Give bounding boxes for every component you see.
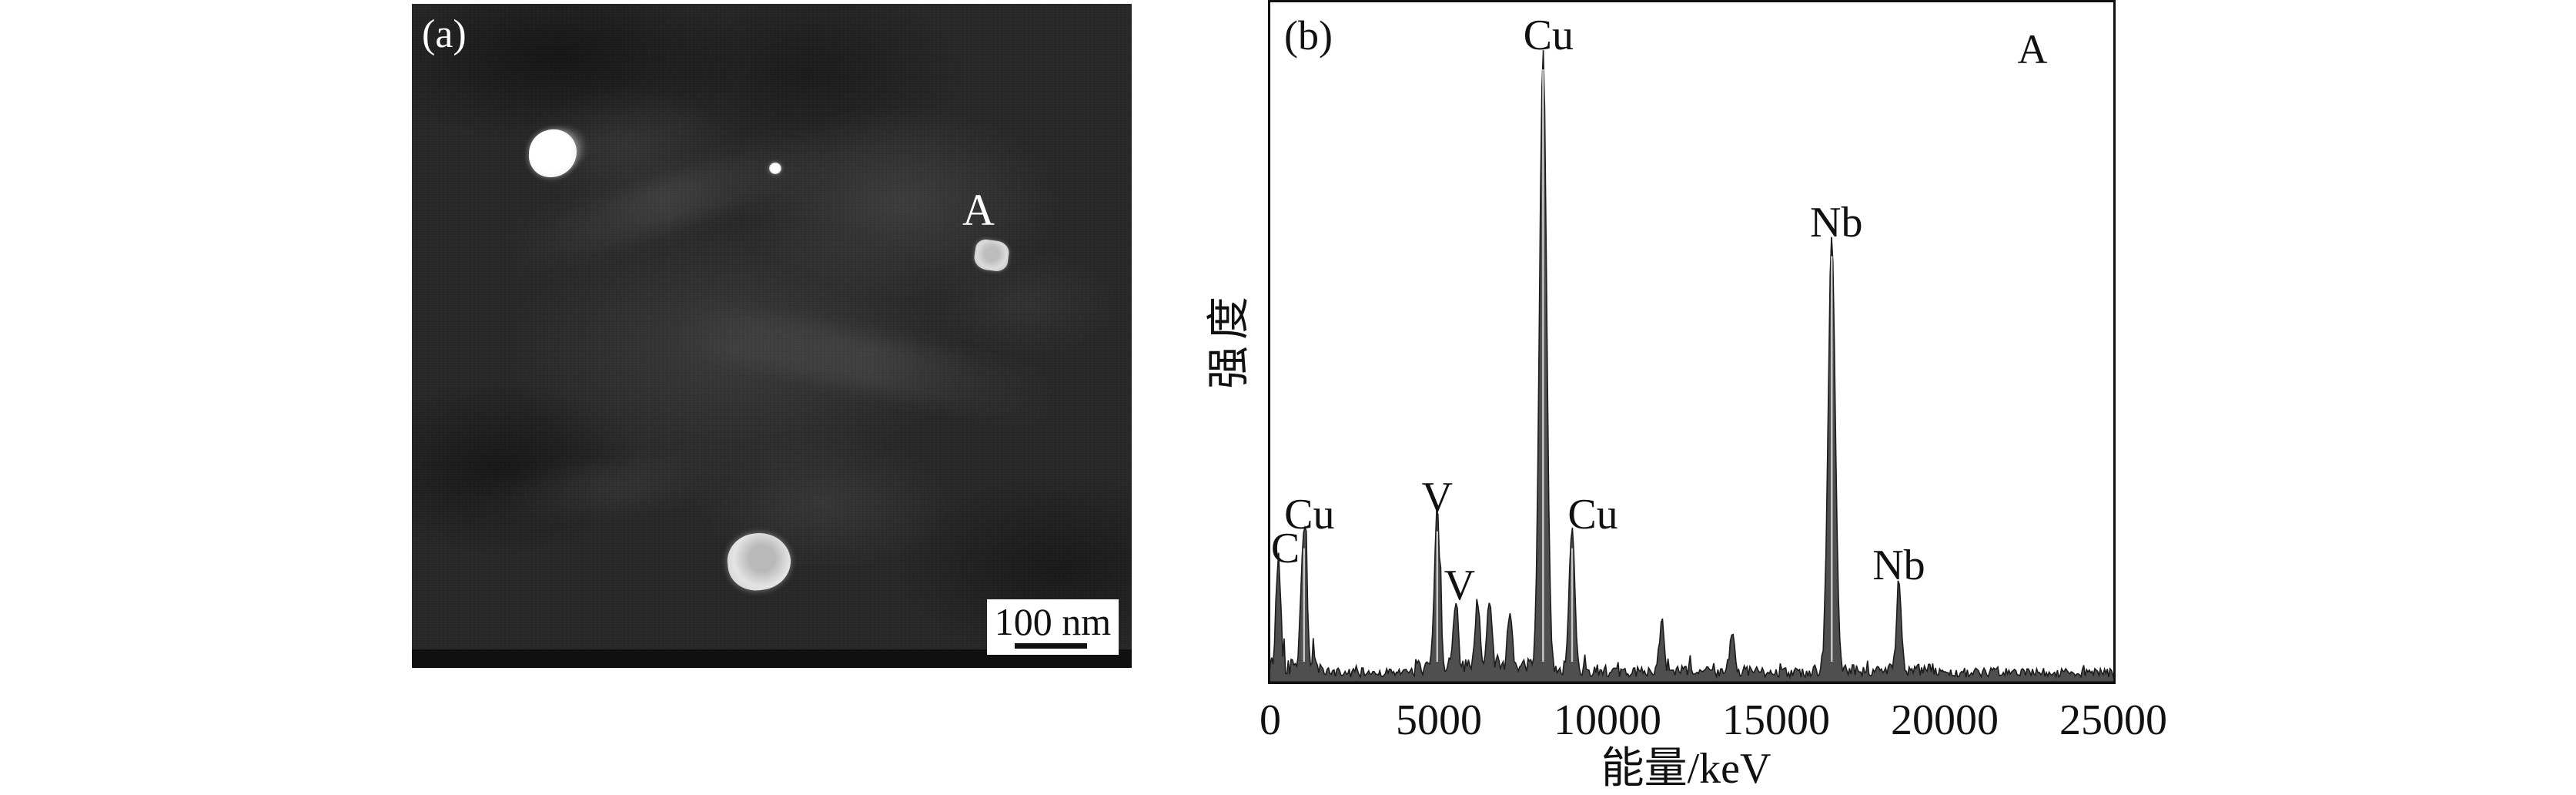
peak-label-Nb: Nb	[1872, 541, 1925, 589]
eds-plot-area	[1268, 0, 2116, 684]
tem-annotation-A: A	[962, 185, 995, 235]
peak-label-V: V	[1421, 473, 1454, 522]
bright-particle-small	[769, 163, 781, 174]
panel-a-label: (a)	[422, 12, 467, 56]
peak-label-V: V	[1444, 562, 1476, 610]
eds-spectrum-svg	[1270, 50, 2113, 682]
x-tick-25000: 25000	[2059, 696, 2167, 744]
peak-label-Cu: Cu	[1284, 490, 1335, 538]
tem-texture-wisp	[457, 445, 752, 529]
peak-label-C: C	[1270, 524, 1300, 572]
scale-bar: 100 nm	[987, 599, 1119, 655]
bright-particle	[724, 529, 794, 594]
panel-b-label: (b)	[1284, 12, 1333, 59]
y-axis-label: 强度	[1206, 290, 1253, 389]
x-tick-10000: 10000	[1554, 696, 1661, 744]
scale-bar-label: 100 nm	[994, 600, 1112, 643]
x-tick-5000: 5000	[1396, 696, 1482, 744]
bright-particle	[529, 129, 577, 177]
peak-label-Cu: Cu	[1567, 490, 1618, 538]
eds-trace	[1270, 50, 2113, 682]
scale-bar-line	[1015, 643, 1087, 649]
x-tick-15000: 15000	[1722, 696, 1830, 744]
peak-label-Nb: Nb	[1810, 198, 1863, 247]
tem-texture-wisp	[664, 294, 1068, 431]
x-axis-label: 能量/keV	[1601, 745, 1771, 793]
spectrum-annotation-A: A	[2017, 26, 2048, 72]
tem-micrograph-panel: (a) A 100 nm	[412, 4, 1132, 668]
x-tick-0: 0	[1260, 696, 1281, 744]
peak-label-Cu: Cu	[1523, 11, 1574, 59]
x-tick-20000: 20000	[1891, 696, 1999, 744]
particle-A	[972, 238, 1011, 273]
